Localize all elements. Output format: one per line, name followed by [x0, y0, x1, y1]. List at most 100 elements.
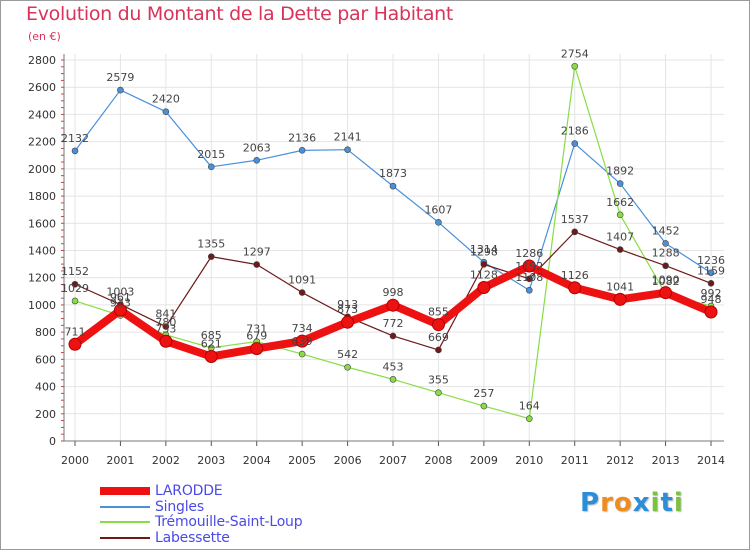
y-tick-label: 2600	[28, 81, 56, 94]
data-label-labessette: 1159	[697, 264, 725, 277]
data-point-labessette	[435, 346, 442, 354]
data-label-larodde: 711	[65, 325, 86, 338]
legend-label: Trémouille-Saint-Loup	[155, 514, 303, 530]
data-label-larodde: 1286	[515, 247, 543, 260]
data-point-tremouille-saint-loup	[616, 211, 624, 219]
x-tick-label: 2006	[334, 454, 362, 467]
data-point-larodde	[295, 334, 309, 348]
x-tick-label: 2005	[288, 454, 316, 467]
legend-swatch	[100, 536, 150, 539]
data-label-singles: 1236	[697, 254, 725, 267]
data-point-singles	[525, 286, 533, 294]
data-label-singles: 1892	[606, 165, 634, 178]
data-label-larodde: 621	[201, 337, 222, 350]
legend-label: Labessette	[155, 529, 230, 546]
data-label-larodde: 733	[155, 322, 176, 335]
y-tick-label: 1400	[28, 245, 56, 258]
data-label-tremouille-saint-loup: 780	[155, 316, 176, 329]
x-tick-label: 2011	[561, 454, 589, 467]
data-label-larodde: 948	[701, 293, 722, 306]
data-point-larodde	[68, 337, 82, 351]
data-label-labessette: 1298	[470, 245, 498, 258]
data-label-singles: 1607	[424, 203, 452, 216]
data-label-labessette: 1192	[515, 260, 543, 273]
data-label-tremouille-saint-loup: 355	[428, 374, 449, 387]
y-tick-label: 2400	[28, 108, 56, 121]
data-point-labessette	[616, 246, 624, 253]
data-point-singles	[571, 140, 579, 147]
data-label-singles: 1108	[515, 271, 543, 284]
data-label-tremouille-saint-loup: 257	[473, 387, 494, 400]
data-point-singles	[162, 108, 170, 116]
data-label-labessette: 841	[155, 308, 176, 321]
x-tick-label: 2000	[61, 454, 89, 467]
proxiti-logo: Proxiti	[580, 488, 684, 518]
data-point-tremouille-saint-loup	[571, 62, 579, 70]
data-point-larodde	[613, 292, 627, 306]
data-label-singles: 2136	[288, 131, 316, 144]
data-label-tremouille-saint-loup: 453	[383, 360, 404, 373]
data-point-tremouille-saint-loup	[525, 415, 533, 422]
x-tick-label: 2010	[515, 454, 543, 467]
data-point-singles	[117, 86, 124, 94]
data-point-singles	[707, 269, 715, 277]
x-tick-label: 2014	[697, 454, 725, 467]
data-point-larodde	[522, 259, 536, 273]
data-label-singles: 2015	[197, 148, 225, 161]
logo-letter: x	[632, 488, 651, 518]
legend-label: LARODDE	[155, 483, 223, 499]
y-tick-label: 2000	[28, 163, 56, 176]
data-label-larodde: 855	[428, 306, 449, 319]
data-point-tremouille-saint-loup	[480, 402, 488, 410]
data-point-tremouille-saint-loup	[298, 350, 306, 358]
data-point-larodde	[204, 349, 218, 363]
data-point-singles	[389, 182, 397, 190]
data-point-labessette	[162, 323, 170, 330]
legend-label: Singles	[155, 498, 204, 515]
data-label-labessette: 1297	[243, 246, 271, 259]
data-point-larodde	[159, 334, 173, 348]
data-label-larodde: 1090	[652, 274, 680, 287]
data-point-singles	[662, 240, 669, 247]
x-tick-label: 2007	[379, 454, 407, 467]
legend-item-singles: Singles	[100, 499, 360, 515]
y-axis-unit: (en €)	[28, 30, 61, 43]
data-label-tremouille-saint-loup: 164	[519, 400, 540, 413]
data-label-larodde: 1128	[470, 269, 498, 282]
data-point-larodde	[250, 342, 264, 356]
x-tick-label: 2013	[652, 454, 680, 467]
data-label-larodde: 873	[337, 303, 358, 316]
data-label-labessette: 1288	[652, 247, 680, 260]
data-point-labessette	[525, 275, 533, 283]
data-point-labessette	[480, 261, 488, 268]
data-label-labessette: 913	[337, 298, 358, 311]
data-point-labessette	[662, 262, 669, 270]
data-point-singles	[616, 180, 624, 187]
y-tick-label: 1200	[28, 272, 56, 285]
data-point-tremouille-saint-loup	[389, 376, 397, 383]
data-label-tremouille-saint-loup: 1662	[606, 196, 634, 209]
y-tick-label: 200	[35, 408, 56, 421]
data-label-larodde: 961	[110, 291, 131, 304]
data-point-labessette	[571, 228, 579, 236]
data-point-labessette	[71, 280, 79, 288]
data-point-tremouille-saint-loup	[344, 363, 351, 371]
data-label-singles: 2063	[243, 141, 271, 154]
data-label-tremouille-saint-loup: 542	[337, 348, 358, 361]
data-label-tremouille-saint-loup: 639	[292, 335, 313, 348]
data-label-larodde: 679	[246, 330, 267, 343]
data-label-labessette: 1152	[61, 265, 89, 278]
x-tick-label: 2008	[424, 454, 452, 467]
y-tick-label: 2800	[28, 54, 56, 67]
data-label-singles: 2141	[334, 131, 362, 144]
legend-swatch	[100, 487, 150, 495]
data-label-tremouille-saint-loup: 2754	[561, 47, 589, 60]
y-tick-label: 0	[49, 435, 56, 448]
data-label-larodde: 998	[383, 286, 404, 299]
data-label-labessette: 1407	[606, 231, 634, 244]
data-point-tremouille-saint-loup	[435, 389, 442, 396]
logo-letter: i	[673, 488, 684, 518]
x-tick-label: 2012	[606, 454, 634, 467]
data-label-singles: 2132	[61, 132, 89, 145]
data-label-larodde: 1126	[561, 269, 589, 282]
